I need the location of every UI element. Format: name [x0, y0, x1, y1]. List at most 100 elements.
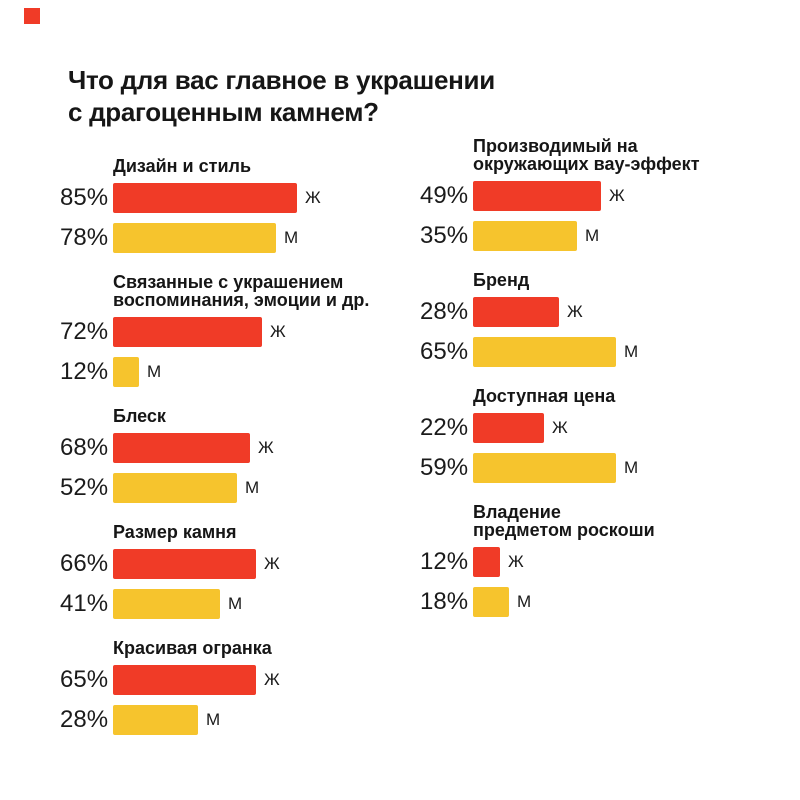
- percent-label: 12%: [60, 358, 109, 385]
- bar-male: [113, 223, 276, 253]
- series-label-male: М: [517, 592, 532, 611]
- chart-group: Связанные с украшением воспоминания, эмоц…: [60, 273, 420, 387]
- percent-label: 18%: [420, 588, 469, 615]
- percent-label: 22%: [420, 414, 469, 441]
- page-title: Что для вас главное в украшении с драгоц…: [68, 64, 708, 128]
- group-label: Доступная цена: [473, 387, 780, 405]
- group-label-line: Бренд: [473, 270, 530, 290]
- group-label-line: воспоминания, эмоции и др.: [113, 290, 370, 310]
- chart-group: Размер камня 66% Ж 41% М: [60, 523, 420, 619]
- chart-group: Доступная цена 22% Ж 59% М: [420, 387, 780, 483]
- bar-row-male: 52% М: [60, 473, 420, 503]
- bar-male: [473, 337, 616, 367]
- series-label-male: М: [624, 342, 639, 361]
- page-title-line2: с драгоценным камнем?: [68, 97, 379, 127]
- bar-female: [473, 547, 500, 577]
- bar-male: [113, 473, 237, 503]
- group-label: Связанные с украшением воспоминания, эмоц…: [113, 273, 420, 309]
- series-label-male: М: [245, 478, 260, 497]
- bar-row-female: 72% Ж: [60, 317, 420, 347]
- bar-female: [113, 183, 297, 213]
- chart-group: Владение предметом роскоши 12% Ж 18% М: [420, 503, 780, 617]
- chart-group: Дизайн и стиль 85% Ж 78% М: [60, 157, 420, 253]
- group-label: Производимый на окружающих вау-эффект: [473, 137, 780, 173]
- bar-row-male: 59% М: [420, 453, 780, 483]
- chart-column-right: Производимый на окружающих вау-эффект 49% Ж…: [420, 137, 780, 637]
- bar-row-female: 85% Ж: [60, 183, 420, 213]
- percent-label: 35%: [420, 222, 469, 249]
- series-label-female: Ж: [270, 322, 286, 341]
- group-label: Дизайн и стиль: [113, 157, 420, 175]
- percent-label: 28%: [60, 706, 109, 733]
- percent-label: 68%: [60, 434, 109, 461]
- page-title-line1: Что для вас главное в украшении: [68, 65, 495, 95]
- bar-female: [113, 317, 262, 347]
- group-label: Бренд: [473, 271, 780, 289]
- bar-row-male: 41% М: [60, 589, 420, 619]
- chart-group: Красивая огранка 65% Ж 28% М: [60, 639, 420, 735]
- percent-label: 59%: [420, 454, 469, 481]
- bar-row-female: 28% Ж: [420, 297, 780, 327]
- bar-row-female: 12% Ж: [420, 547, 780, 577]
- bar-male: [473, 453, 616, 483]
- series-label-female: Ж: [567, 302, 583, 321]
- group-label-line: Владение: [473, 502, 561, 522]
- group-label: Блеск: [113, 407, 420, 425]
- bar-row-male: 12% М: [60, 357, 420, 387]
- series-label-female: Ж: [552, 418, 568, 437]
- bar-male: [113, 357, 139, 387]
- bar-male: [113, 589, 220, 619]
- percent-label: 49%: [420, 182, 469, 209]
- group-label-line: Связанные с украшением: [113, 272, 344, 292]
- bar-female: [113, 549, 256, 579]
- percent-label: 72%: [60, 318, 109, 345]
- chart-group: Бренд 28% Ж 65% М: [420, 271, 780, 367]
- series-label-male: М: [284, 228, 299, 247]
- group-label: Размер камня: [113, 523, 420, 541]
- percent-label: 52%: [60, 474, 109, 501]
- group-label-line: окружающих вау-эффект: [473, 154, 700, 174]
- bar-row-female: 66% Ж: [60, 549, 420, 579]
- chart-group: Блеск 68% Ж 52% М: [60, 407, 420, 503]
- series-label-male: М: [624, 458, 639, 477]
- group-label-line: Размер камня: [113, 522, 237, 542]
- series-label-male: М: [206, 710, 221, 729]
- series-label-male: М: [147, 362, 162, 381]
- group-label-line: Доступная цена: [473, 386, 616, 406]
- series-label-female: Ж: [508, 552, 524, 571]
- group-label: Владение предметом роскоши: [473, 503, 780, 539]
- bar-row-male: 18% М: [420, 587, 780, 617]
- series-label-male: М: [228, 594, 243, 613]
- series-label-female: Ж: [258, 438, 274, 457]
- bar-row-male: 35% М: [420, 221, 780, 251]
- group-label-line: Производимый на: [473, 136, 638, 156]
- series-label-female: Ж: [305, 188, 321, 207]
- chart-column-left: Дизайн и стиль 85% Ж 78% М Связанные с украше…: [60, 157, 420, 755]
- bar-row-male: 65% М: [420, 337, 780, 367]
- percent-label: 65%: [60, 666, 109, 693]
- series-label-female: Ж: [609, 186, 625, 205]
- group-label: Красивая огранка: [113, 639, 420, 657]
- percent-label: 28%: [420, 298, 469, 325]
- percent-label: 78%: [60, 224, 109, 251]
- percent-label: 65%: [420, 338, 469, 365]
- group-label-line: предметом роскоши: [473, 520, 655, 540]
- bar-male: [473, 587, 509, 617]
- series-label-female: Ж: [264, 670, 280, 689]
- bar-female: [113, 665, 256, 695]
- bar-row-female: 22% Ж: [420, 413, 780, 443]
- group-label-line: Дизайн и стиль: [113, 156, 252, 176]
- bar-row-female: 49% Ж: [420, 181, 780, 211]
- percent-label: 12%: [420, 548, 469, 575]
- bar-female: [473, 413, 544, 443]
- bar-row-male: 28% М: [60, 705, 420, 735]
- group-label-line: Красивая огранка: [113, 638, 272, 658]
- percent-label: 85%: [60, 184, 109, 211]
- bar-female: [113, 433, 250, 463]
- percent-label: 66%: [60, 550, 109, 577]
- bar-male: [473, 221, 577, 251]
- bar-male: [113, 705, 198, 735]
- bar-row-female: 68% Ж: [60, 433, 420, 463]
- bar-female: [473, 297, 559, 327]
